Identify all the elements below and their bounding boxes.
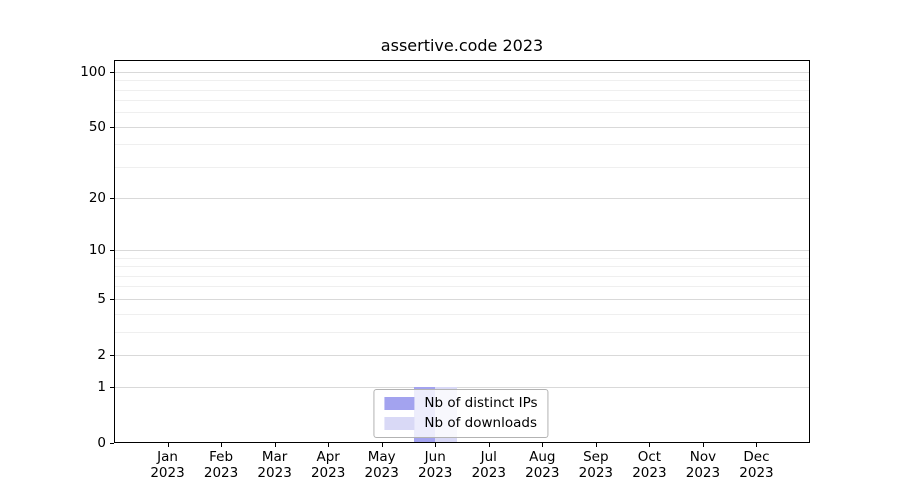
y-tick-mark [110, 387, 114, 388]
y-tick-mark [110, 299, 114, 300]
x-tick-label: Feb 2023 [203, 449, 239, 481]
gridline-minor [115, 257, 809, 259]
legend-entry-downloads: Nb of downloads [384, 415, 537, 432]
gridline-minor [115, 286, 809, 288]
x-tick-mark [596, 443, 597, 447]
x-tick-label: Aug 2023 [525, 449, 560, 481]
y-tick-label: 50 [88, 118, 106, 135]
y-tick-label: 100 [80, 63, 106, 80]
x-tick-mark [328, 443, 329, 447]
legend-swatch-downloads [384, 417, 415, 430]
x-tick-label: Apr 2023 [310, 449, 346, 481]
gridline-minor [115, 89, 809, 91]
gridline-major [115, 250, 809, 252]
gridline-major [115, 387, 809, 389]
y-tick-label: 2 [97, 346, 106, 363]
x-tick-mark [756, 443, 757, 447]
x-tick-label: Jan 2023 [150, 449, 185, 481]
x-tick-mark [275, 443, 276, 447]
legend-label-distinct-ips: Nb of distinct IPs [424, 395, 538, 411]
gridline-major [115, 354, 809, 356]
gridline-major [115, 126, 809, 128]
y-tick-label: 5 [97, 290, 106, 307]
legend-label-downloads: Nb of downloads [424, 415, 537, 431]
x-tick-mark [703, 443, 704, 447]
x-tick-mark [221, 443, 222, 447]
gridline-minor [115, 166, 809, 168]
x-tick-mark [649, 443, 650, 447]
y-tick-label: 10 [88, 242, 106, 259]
x-tick-label: Nov 2023 [685, 449, 721, 481]
y-tick-mark [110, 72, 114, 73]
x-tick-mark [382, 443, 383, 447]
gridline-major [115, 298, 809, 300]
gridline-minor [115, 331, 809, 333]
x-tick-label: Jul 2023 [471, 449, 506, 481]
y-tick-mark [110, 198, 114, 199]
x-tick-label: Sep 2023 [578, 449, 614, 481]
y-tick-label: 20 [88, 190, 106, 207]
gridline-major [115, 198, 809, 200]
x-tick-label: Mar 2023 [257, 449, 292, 481]
gridline-minor [115, 100, 809, 102]
legend: Nb of distinct IPs Nb of downloads [373, 389, 549, 438]
y-tick-label: 1 [97, 379, 106, 396]
x-tick-label: May 2023 [364, 449, 399, 481]
gridline-minor [115, 266, 809, 268]
x-tick-mark [168, 443, 169, 447]
gridline-minor [115, 112, 809, 114]
x-tick-mark [489, 443, 490, 447]
x-tick-mark [542, 443, 543, 447]
y-tick-mark [110, 355, 114, 356]
y-tick-mark [110, 443, 114, 444]
legend-entry-distinct-ips: Nb of distinct IPs [384, 395, 538, 412]
y-tick-mark [110, 250, 114, 251]
x-tick-mark [435, 443, 436, 447]
x-tick-label: Oct 2023 [632, 449, 667, 481]
gridline-minor [115, 313, 809, 315]
y-tick-label: 0 [97, 435, 106, 451]
x-tick-label: Dec 2023 [739, 449, 774, 481]
chart-title: assertive.code 2023 [380, 36, 544, 55]
plot-area [114, 60, 810, 443]
gridline-major [115, 71, 809, 73]
x-tick-label: Jun 2023 [418, 449, 453, 481]
y-tick-mark [110, 127, 114, 128]
gridline-minor [115, 80, 809, 82]
gridline-minor [115, 144, 809, 146]
legend-swatch-distinct-ips [384, 397, 415, 410]
gridline-minor [115, 275, 809, 277]
